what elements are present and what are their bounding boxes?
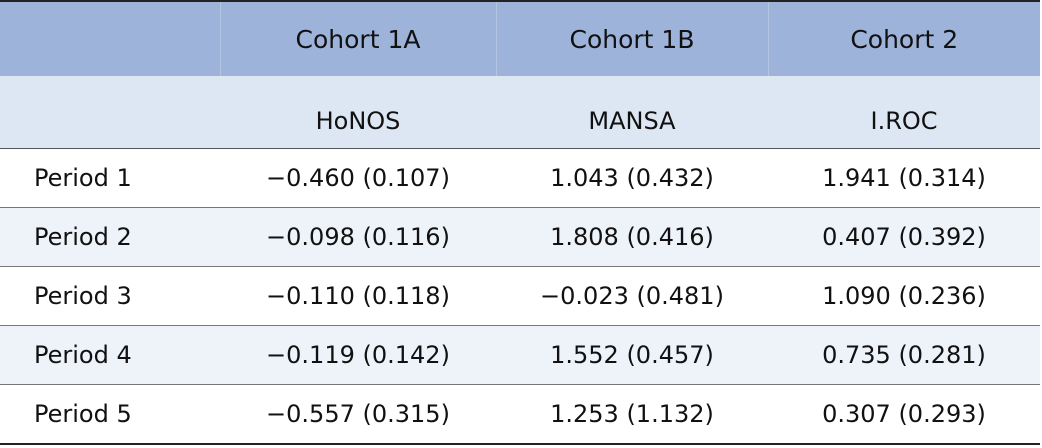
header-cohort-2: Cohort 2 [768, 0, 1040, 76]
table-cell: −0.119 (0.142) [220, 325, 496, 385]
table-cell: −0.460 (0.107) [220, 148, 496, 208]
row-label-period-5: Period 5 [0, 384, 220, 445]
cohort-header-row: Cohort 1A Cohort 1B Cohort 2 [0, 0, 1040, 76]
header-cohort-1b: Cohort 1B [496, 0, 769, 76]
table-row: Period 5 −0.557 (0.315) 1.253 (1.132) 0.… [0, 384, 1040, 445]
table-body: Period 1 −0.460 (0.107) 1.043 (0.432) 1.… [0, 148, 1040, 445]
header-measure-iroc: I.ROC [768, 76, 1040, 149]
table-row: Period 1 −0.460 (0.107) 1.043 (0.432) 1.… [0, 148, 1040, 208]
table-cell: 0.307 (0.293) [768, 384, 1040, 445]
header-measure-mansa: MANSA [496, 76, 768, 149]
table-cell: 1.253 (1.132) [496, 384, 768, 445]
table-cell: 0.735 (0.281) [768, 325, 1040, 385]
table-cell: 1.808 (0.416) [496, 207, 768, 267]
table-cell: 0.407 (0.392) [768, 207, 1040, 267]
measure-header-row: HoNOS MANSA I.ROC [0, 76, 1040, 149]
corner-header-cell [0, 0, 221, 76]
table-row: Period 4 −0.119 (0.142) 1.552 (0.457) 0.… [0, 325, 1040, 385]
table-cell: 1.941 (0.314) [768, 148, 1040, 208]
table-row: Period 3 −0.110 (0.118) −0.023 (0.481) 1… [0, 266, 1040, 326]
header-cohort-1a: Cohort 1A [220, 0, 497, 76]
header-measure-honos: HoNOS [220, 76, 496, 149]
table-row: Period 2 −0.098 (0.116) 1.808 (0.416) 0.… [0, 207, 1040, 267]
row-label-period-1: Period 1 [0, 148, 220, 208]
row-label-period-4: Period 4 [0, 325, 220, 385]
table-cell: −0.557 (0.315) [220, 384, 496, 445]
row-label-period-2: Period 2 [0, 207, 220, 267]
table-cell: 1.090 (0.236) [768, 266, 1040, 326]
table-cell: 1.043 (0.432) [496, 148, 768, 208]
table-cell: −0.098 (0.116) [220, 207, 496, 267]
row-label-period-3: Period 3 [0, 266, 220, 326]
table-cell: −0.023 (0.481) [496, 266, 768, 326]
corner-measure-cell [0, 76, 220, 149]
table-cell: 1.552 (0.457) [496, 325, 768, 385]
table-cell: −0.110 (0.118) [220, 266, 496, 326]
table-header: Cohort 1A Cohort 1B Cohort 2 HoNOS MANSA… [0, 0, 1040, 149]
